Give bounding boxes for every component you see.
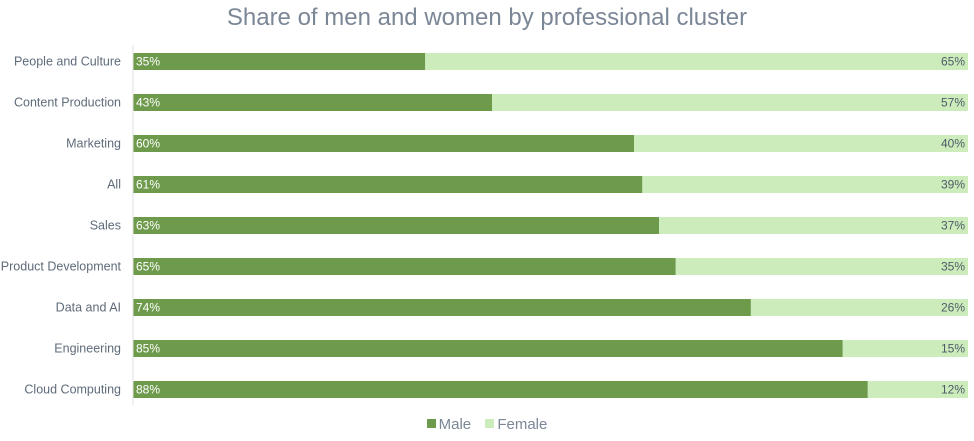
value-label-male-cloud-computing: 88% bbox=[136, 383, 160, 397]
category-label-people-and-culture: People and Culture bbox=[14, 55, 121, 69]
chart-title: Share of men and women by professional c… bbox=[226, 4, 748, 31]
category-label-all: All bbox=[107, 178, 121, 192]
value-label-female-all: 39% bbox=[941, 178, 965, 192]
bar-male-engineering bbox=[133, 340, 843, 357]
legend-label-female: Female bbox=[497, 416, 548, 433]
legend-item-male: Male bbox=[426, 416, 472, 433]
category-label-engineering: Engineering bbox=[54, 342, 121, 356]
legend-item-female: Female bbox=[485, 416, 547, 433]
legend-swatch-male bbox=[426, 419, 436, 428]
category-label-marketing: Marketing bbox=[66, 137, 121, 151]
bar-female-people-and-culture bbox=[425, 53, 968, 70]
bar-female-data-and-ai bbox=[750, 299, 968, 316]
bars-group: People and Culture 35% 65% Content Producti… bbox=[1, 53, 968, 398]
category-label-cloud-computing: Cloud Computing bbox=[24, 383, 121, 397]
category-label-product-development: Product Development bbox=[1, 260, 122, 274]
bar-male-data-and-ai bbox=[133, 299, 751, 316]
value-label-female-product-development: 35% bbox=[941, 260, 965, 274]
value-label-male-sales: 63% bbox=[136, 219, 160, 233]
value-label-female-people-and-culture: 65% bbox=[941, 55, 965, 69]
value-label-male-product-development: 65% bbox=[136, 260, 160, 274]
value-label-female-content-production: 57% bbox=[941, 96, 965, 110]
bar-female-content-production bbox=[492, 94, 968, 111]
bar-female-product-development bbox=[675, 258, 968, 275]
value-label-male-engineering: 85% bbox=[136, 342, 160, 356]
bar-male-content-production bbox=[133, 94, 493, 111]
category-label-data-and-ai: Data and AI bbox=[56, 301, 121, 315]
category-label-content-production: Content Production bbox=[14, 96, 121, 110]
value-label-female-data-and-ai: 26% bbox=[941, 301, 965, 315]
bar-male-product-development bbox=[133, 258, 676, 275]
bar-female-all bbox=[642, 176, 968, 193]
bar-female-cloud-computing bbox=[867, 381, 968, 398]
value-label-male-marketing: 60% bbox=[136, 137, 160, 151]
bar-female-marketing bbox=[634, 135, 968, 152]
bar-female-engineering bbox=[842, 340, 968, 357]
value-label-male-content-production: 43% bbox=[136, 96, 160, 110]
legend-label-male: Male bbox=[438, 416, 472, 433]
bar-female-sales bbox=[659, 217, 968, 234]
value-label-female-marketing: 40% bbox=[941, 137, 965, 151]
category-label-sales: Sales bbox=[90, 219, 121, 233]
value-label-male-people-and-culture: 35% bbox=[136, 55, 160, 69]
bar-male-marketing bbox=[133, 135, 634, 152]
value-label-male-all: 61% bbox=[136, 178, 160, 192]
legend: Male Female bbox=[0, 416, 974, 433]
value-label-female-engineering: 15% bbox=[941, 342, 965, 356]
bar-male-cloud-computing bbox=[133, 381, 868, 398]
value-label-female-cloud-computing: 12% bbox=[941, 383, 965, 397]
legend-swatch-female bbox=[485, 419, 495, 428]
bar-male-sales bbox=[133, 217, 660, 234]
value-label-female-sales: 37% bbox=[941, 219, 965, 233]
value-label-male-data-and-ai: 74% bbox=[136, 301, 160, 315]
bar-male-people-and-culture bbox=[133, 53, 426, 70]
bar-male-all bbox=[133, 176, 643, 193]
